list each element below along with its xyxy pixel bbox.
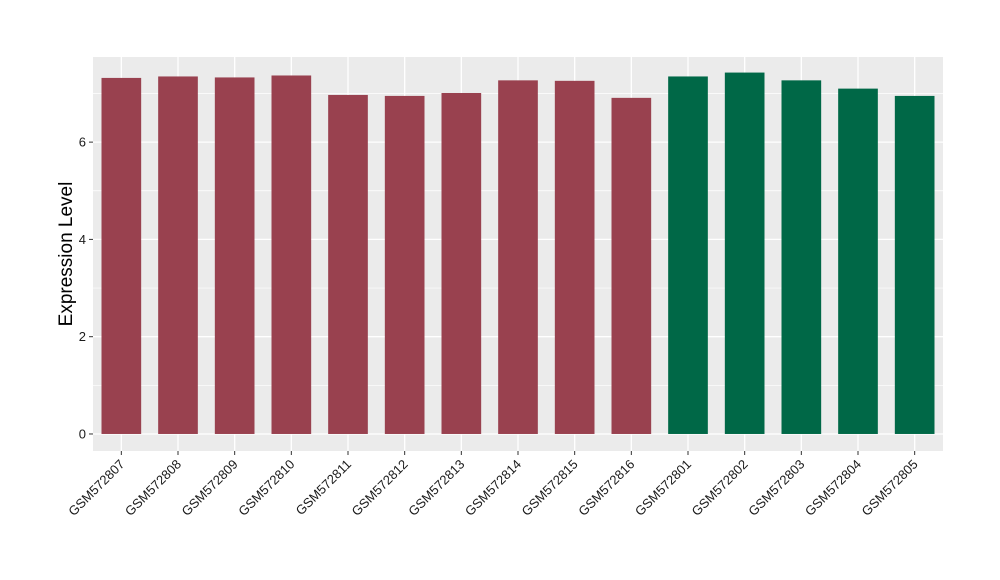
- x-tick-label: GSM572801: [632, 457, 694, 519]
- x-tick-label: GSM572813: [405, 457, 467, 519]
- y-axis-title: Expression Level: [56, 182, 77, 327]
- bar: [781, 80, 822, 434]
- y-tick-label: 4: [79, 232, 86, 247]
- x-tick-label: GSM572803: [745, 457, 807, 519]
- bar: [894, 95, 935, 434]
- bar: [441, 92, 482, 434]
- x-tick-label: GSM572811: [293, 457, 355, 519]
- x-tick-label: GSM572810: [235, 457, 297, 519]
- x-tick-label: GSM572807: [65, 457, 127, 519]
- bar: [724, 72, 765, 434]
- x-tick-label: GSM572802: [689, 457, 751, 519]
- bar: [838, 88, 878, 434]
- bar: [214, 77, 255, 434]
- x-tick-label: GSM572814: [462, 457, 524, 519]
- x-tick-label: GSM572804: [802, 457, 864, 519]
- bar: [498, 80, 538, 434]
- bar: [554, 80, 595, 434]
- bar: [384, 95, 425, 434]
- bar: [611, 97, 652, 434]
- y-axis: 0 2 4 6: [79, 135, 93, 441]
- bar: [271, 75, 312, 434]
- x-tick-label: GSM572808: [122, 457, 184, 519]
- x-tick-label: GSM572816: [575, 457, 637, 519]
- x-tick-label: GSM572815: [519, 457, 581, 519]
- x-tick-label: GSM572805: [859, 457, 921, 519]
- bar: [668, 76, 708, 434]
- y-tick-label: 6: [79, 135, 86, 150]
- bar: [328, 94, 368, 434]
- x-tick-label: GSM572809: [179, 457, 241, 519]
- x-axis: GSM572807GSM572808GSM572809GSM572810GSM5…: [65, 451, 921, 519]
- x-tick-label: GSM572812: [349, 457, 411, 519]
- y-tick-label: 0: [79, 426, 86, 441]
- bars: [101, 72, 935, 434]
- bar: [158, 76, 198, 434]
- y-tick-label: 2: [79, 329, 86, 344]
- bar: [101, 77, 142, 434]
